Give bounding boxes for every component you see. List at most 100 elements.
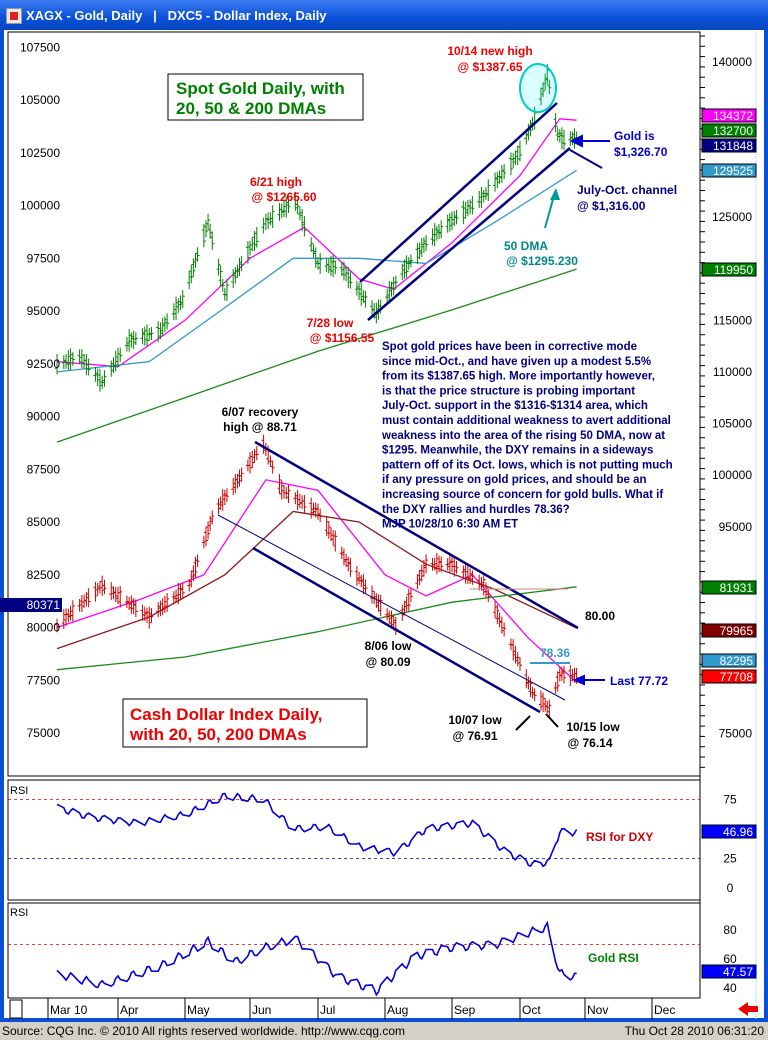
dxy-bar — [118, 586, 123, 608]
commentary-line: must contain additional weakness to aver… — [382, 415, 671, 427]
dma50-label: 50 DMA — [504, 239, 548, 253]
left-axis-label: 80000 — [27, 621, 61, 635]
gold-bar — [468, 199, 473, 215]
left-price-tag — [0, 598, 62, 612]
dxy-bar — [279, 480, 284, 500]
dxy-bar — [102, 579, 107, 595]
new-high-label: 10/14 new high — [447, 44, 532, 58]
gold-bar — [220, 279, 225, 292]
dxy-bar — [318, 508, 323, 523]
dxy-bar — [206, 521, 211, 540]
price-tag — [701, 653, 757, 668]
dxy-bar — [452, 555, 457, 577]
dxy-bar — [66, 608, 71, 623]
gold-bar — [511, 153, 516, 169]
scroll-box[interactable] — [9, 999, 23, 1019]
gold-bar — [156, 321, 161, 343]
dxy-bar — [277, 474, 282, 495]
dxy-bar — [333, 530, 338, 552]
commentary-line: $1295. Meanwhile, the DXY remains in a s… — [382, 445, 653, 457]
gold-title: Spot Gold Daily, with — [176, 79, 345, 98]
dxy-bar — [424, 554, 429, 574]
dxy-bar — [270, 460, 275, 474]
rsi-line — [56, 920, 577, 997]
gold-bar — [216, 258, 221, 276]
source-text: Source: CQG Inc. © 2010 All rights reser… — [2, 1024, 406, 1038]
right-axis-label: 100000 — [712, 468, 752, 482]
gold-bar — [93, 366, 98, 382]
dxy-bar — [129, 595, 134, 614]
dxy-bar — [158, 600, 163, 617]
title-bar: XAGX - Gold, Daily | DXC5 - Dollar Index… — [0, 0, 768, 30]
dxy-bar — [97, 581, 102, 594]
commentary-line: increasing source of concern for gold bu… — [382, 489, 663, 501]
dxy-bar — [532, 688, 537, 702]
dxy-bar — [286, 484, 291, 504]
gold-bar — [102, 370, 107, 387]
level-80-label: 80.00 — [585, 609, 615, 623]
arrow-head-icon — [550, 188, 560, 200]
gold-bar — [248, 240, 252, 256]
dxy-bar — [499, 616, 504, 634]
gold-bar — [300, 209, 305, 232]
dxy-bar — [145, 608, 150, 624]
x-tick-label: May — [187, 1003, 210, 1017]
x-tick-label: Oct — [522, 1003, 541, 1017]
dxy-high-label: high @ 88.71 — [223, 420, 297, 434]
gold-bar — [393, 276, 398, 289]
dxy-bar — [562, 665, 567, 684]
left-axis-label: 87500 — [27, 462, 61, 476]
gold-bar — [547, 79, 552, 94]
gold-bar — [439, 220, 444, 239]
gold-bar — [497, 170, 502, 184]
commentary-line: pattern off of its Oct. lows, which is n… — [382, 459, 673, 471]
dxy-bar — [142, 606, 147, 621]
gold-bar — [270, 205, 275, 229]
gold-bar — [452, 211, 457, 226]
gold-bar — [254, 227, 259, 248]
dxy-bar — [313, 502, 318, 518]
right-axis-label: 115000 — [713, 313, 752, 327]
gold-channel — [359, 102, 571, 321]
gold-bar — [191, 258, 196, 277]
left-axis-label: 107500 — [20, 40, 60, 54]
dxy-bar — [486, 588, 491, 603]
dxy-bar — [203, 526, 208, 547]
scroll-right-arrow-icon[interactable] — [738, 1002, 758, 1016]
dxy-bar — [515, 651, 520, 667]
level-7836-label: 78.36 — [540, 646, 570, 660]
x-tick-label: Sep — [454, 1003, 476, 1017]
commentary-line: weakness into the area of the rising 50 … — [381, 430, 665, 442]
gold-bar — [55, 353, 60, 375]
gold-bar — [109, 360, 114, 377]
gold-bar — [499, 164, 504, 183]
left-axis-label: 102500 — [20, 146, 60, 160]
aug-low-label: @ 80.09 — [365, 655, 410, 669]
dxy-bar — [326, 521, 331, 539]
dxy-bar — [79, 595, 84, 613]
dxy-bar — [93, 581, 98, 602]
dxy-bar — [470, 570, 475, 585]
x-tick-label: Jul — [320, 1003, 335, 1017]
dxy-bar — [239, 467, 244, 482]
rsi-title: RSI — [10, 907, 28, 919]
dxy-bar — [116, 586, 120, 605]
aug-low-label: 8/06 low — [365, 639, 412, 653]
dxy-bar — [127, 596, 132, 611]
commentary-line: is that the price structure is probing i… — [382, 385, 635, 397]
channel-arrow — [569, 149, 603, 169]
gold-bar — [461, 200, 466, 225]
dxy-bar — [176, 582, 181, 605]
gold-bar — [147, 328, 152, 341]
jun-high-label: 6/21 high — [250, 175, 302, 189]
gold-bar — [479, 186, 484, 209]
dxy-bar — [174, 589, 179, 603]
commentary-line: from its $1387.65 high. More importantly… — [382, 371, 655, 383]
gold-bar — [286, 198, 291, 213]
dxy-bar — [171, 591, 176, 605]
gold-bar — [66, 350, 71, 371]
gold-bar — [149, 327, 154, 340]
gold-bar — [111, 357, 116, 374]
new-high-label: @ $1387.65 — [457, 60, 522, 74]
dxy-bar — [297, 493, 302, 509]
